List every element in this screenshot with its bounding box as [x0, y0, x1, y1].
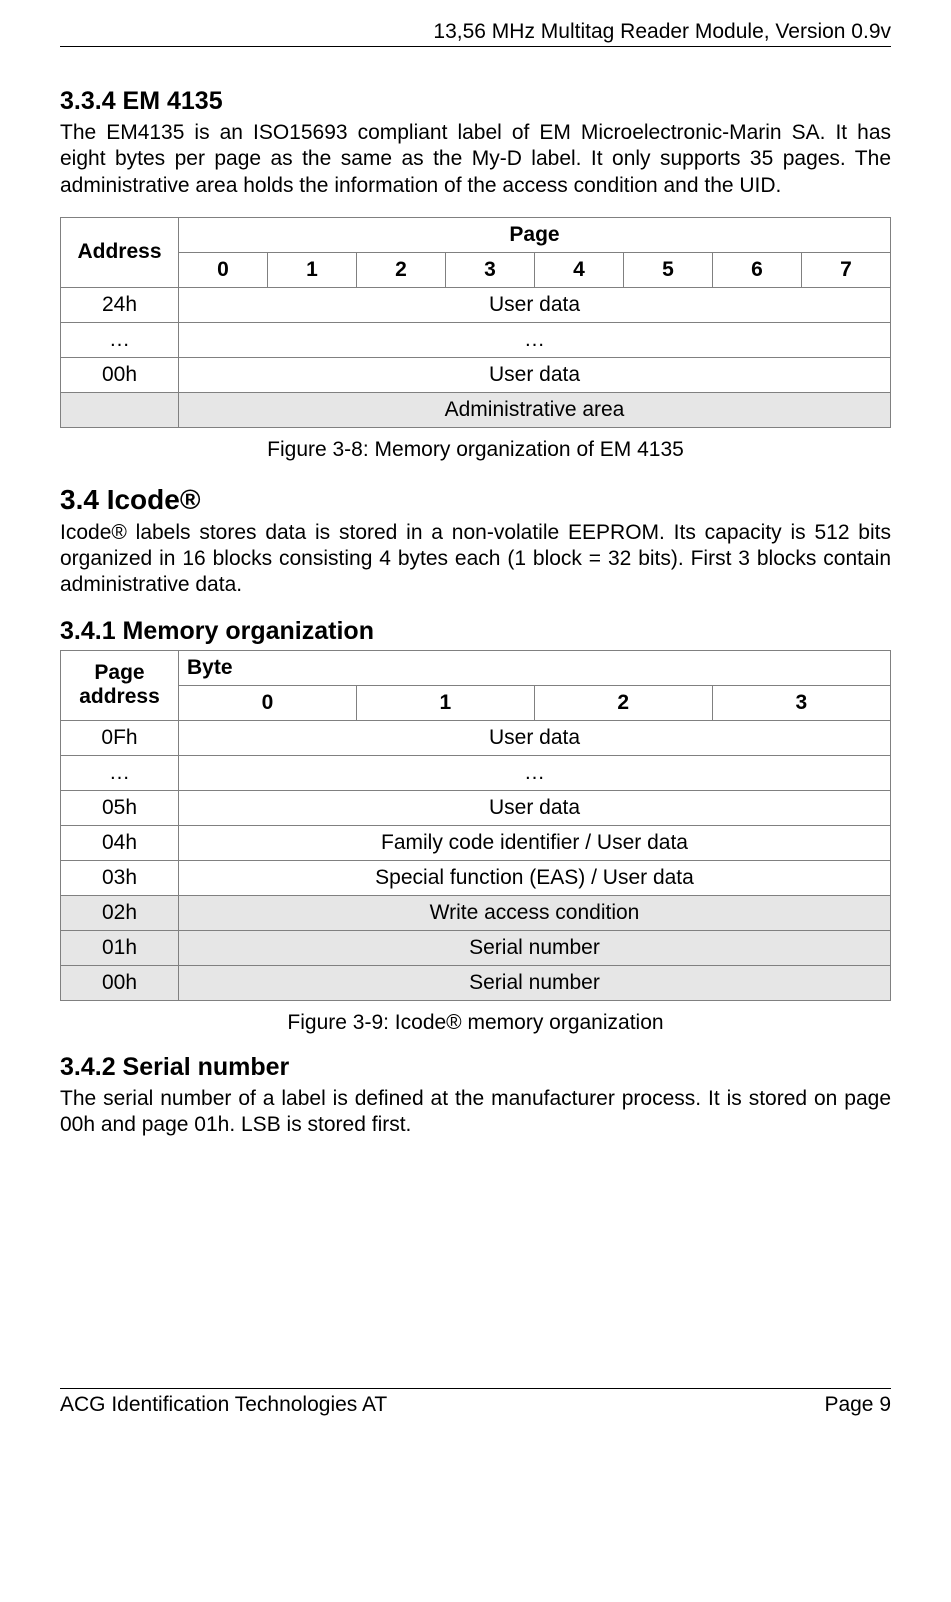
heading-3-4-1: 3.4.1 Memory organization — [60, 617, 891, 646]
table2-span-cell: Write access condition — [179, 895, 891, 930]
table-em4135-memory: Address Page 0 1 2 3 4 5 6 7 24h User da… — [60, 217, 891, 428]
heading-3-4: 3.4 Icode® — [60, 484, 891, 516]
table2-addr-cell: 03h — [61, 860, 179, 895]
table-row: 03h Special function (EAS) / User data — [61, 860, 891, 895]
table2-span-cell: Family code identifier / User data — [179, 825, 891, 860]
para-3-4-2: The serial number of a label is defined … — [60, 1086, 891, 1139]
figure-3-8-caption: Figure 3-8: Memory organization of EM 41… — [60, 438, 891, 462]
table1-col-6: 6 — [713, 252, 802, 287]
table-row: 0Fh User data — [61, 720, 891, 755]
table1-col-4: 4 — [535, 252, 624, 287]
footer-left: ACG Identification Technologies AT — [60, 1393, 387, 1417]
table1-address-header: Address — [61, 217, 179, 287]
table2-addr-cell: 05h — [61, 790, 179, 825]
table-row: 01h Serial number — [61, 930, 891, 965]
table2-addr-cell: 0Fh — [61, 720, 179, 755]
table2-span-cell: User data — [179, 720, 891, 755]
heading-3-3-4: 3.3.4 EM 4135 — [60, 87, 891, 116]
table-row: 04h Family code identifier / User data — [61, 825, 891, 860]
table-row: … … — [61, 755, 891, 790]
table2-byte-header: Byte — [179, 650, 891, 685]
table2-addr-cell: … — [61, 755, 179, 790]
table1-addr-cell: 24h — [61, 287, 179, 322]
table2-address-header: Page address — [61, 650, 179, 720]
table1-col-2: 2 — [357, 252, 446, 287]
table-row: 00h User data — [61, 357, 891, 392]
table2-span-cell: Special function (EAS) / User data — [179, 860, 891, 895]
table1-addr-cell: 00h — [61, 357, 179, 392]
para-3-3-4: The EM4135 is an ISO15693 compliant labe… — [60, 120, 891, 199]
table2-col-row: 0 1 2 3 — [61, 685, 891, 720]
table-icode-memory: Page address Byte 0 1 2 3 0Fh User data … — [60, 650, 891, 1001]
footer-right: Page 9 — [824, 1393, 891, 1417]
table2-col-1: 1 — [356, 685, 534, 720]
table2-addr-cell: 02h — [61, 895, 179, 930]
table-row: … … — [61, 322, 891, 357]
heading-3-4-2: 3.4.2 Serial number — [60, 1053, 891, 1082]
table2-col-0: 0 — [179, 685, 357, 720]
table2-addr-cell: 00h — [61, 965, 179, 1000]
table-row: 24h User data — [61, 287, 891, 322]
table2-col-3: 3 — [712, 685, 890, 720]
table1-col-0: 0 — [179, 252, 268, 287]
table1-addr-cell — [61, 392, 179, 427]
table1-col-1: 1 — [268, 252, 357, 287]
table-row: 05h User data — [61, 790, 891, 825]
table1-col-5: 5 — [624, 252, 713, 287]
table2-span-cell: User data — [179, 790, 891, 825]
table1-col-3: 3 — [446, 252, 535, 287]
table-row: 02h Write access condition — [61, 895, 891, 930]
table2-addr-cell: 04h — [61, 825, 179, 860]
figure-3-9-caption: Figure 3-9: Icode® memory organization — [60, 1011, 891, 1035]
table1-page-header: Page — [179, 217, 891, 252]
table2-span-cell: … — [179, 755, 891, 790]
table-row: 00h Serial number — [61, 965, 891, 1000]
table-row: Administrative area — [61, 392, 891, 427]
table1-col-7: 7 — [802, 252, 891, 287]
table2-span-cell: Serial number — [179, 965, 891, 1000]
table1-span-cell: User data — [179, 357, 891, 392]
table1-col-row: 0 1 2 3 4 5 6 7 — [61, 252, 891, 287]
table1-addr-cell: … — [61, 322, 179, 357]
page-footer: ACG Identification Technologies AT Page … — [60, 1388, 891, 1417]
table2-span-cell: Serial number — [179, 930, 891, 965]
running-header: 13,56 MHz Multitag Reader Module, Versio… — [60, 20, 891, 47]
table2-addr-cell: 01h — [61, 930, 179, 965]
table1-span-cell: User data — [179, 287, 891, 322]
para-3-4: Icode® labels stores data is stored in a… — [60, 520, 891, 599]
table1-span-cell: Administrative area — [179, 392, 891, 427]
table1-span-cell: … — [179, 322, 891, 357]
table2-col-2: 2 — [534, 685, 712, 720]
